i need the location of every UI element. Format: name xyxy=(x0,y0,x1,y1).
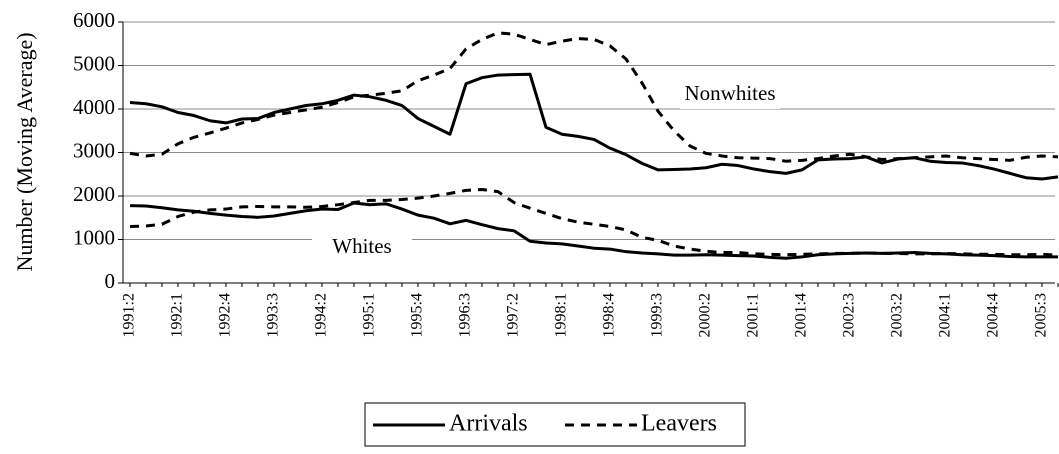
x-tick-label: 2004:1 xyxy=(937,293,954,337)
y-tick-label: 5000 xyxy=(73,51,115,75)
x-tick-label: 2004:4 xyxy=(985,293,1002,337)
x-tick-label: 2002:3 xyxy=(841,293,858,337)
y-tick-label: 6000 xyxy=(73,8,115,32)
x-tick-label: 1996:3 xyxy=(457,293,474,337)
x-tick-label: 2005:3 xyxy=(1033,293,1050,337)
legend-label: Leavers xyxy=(641,411,717,437)
series-line xyxy=(129,187,1059,257)
x-tick-label: 1995:4 xyxy=(409,293,426,337)
x-tick-label: 1992:4 xyxy=(217,293,234,337)
y-tick-label: 3000 xyxy=(73,138,115,162)
legend-label: Arrivals xyxy=(449,411,528,437)
y-tick-label: 1000 xyxy=(73,225,115,249)
series-line xyxy=(129,72,1059,181)
annotation-bg xyxy=(312,234,412,262)
x-tick-label: 1995:1 xyxy=(361,293,378,337)
y-tick-label: 0 xyxy=(105,269,116,293)
x-tick-label: 1993:3 xyxy=(265,293,282,337)
x-tick-label: 1997:2 xyxy=(505,293,522,337)
x-tick-label: 1991:2 xyxy=(121,293,138,337)
annotation: Nonwhites xyxy=(685,81,776,105)
x-tick-label: 2003:2 xyxy=(889,293,906,337)
y-tick-label: 2000 xyxy=(73,182,115,206)
x-tick-label: 1998:1 xyxy=(553,293,570,337)
x-tick-label: 2001:1 xyxy=(745,293,762,337)
y-axis-title: Number (Moving Average) xyxy=(12,32,37,271)
x-tick-label: 1999:3 xyxy=(649,293,666,337)
x-tick-label: 1994:2 xyxy=(313,293,330,337)
x-tick-label: 1992:1 xyxy=(169,293,186,337)
annotation-bg xyxy=(680,81,780,109)
x-tick-label: 2001:4 xyxy=(793,293,810,337)
series-line xyxy=(129,201,1058,260)
x-tick-label: 1998:4 xyxy=(601,293,618,337)
x-tick-label: 2000:2 xyxy=(697,293,714,337)
series-line xyxy=(129,31,1059,163)
annotation: Whites xyxy=(332,234,391,258)
y-tick-label: 4000 xyxy=(73,95,115,119)
